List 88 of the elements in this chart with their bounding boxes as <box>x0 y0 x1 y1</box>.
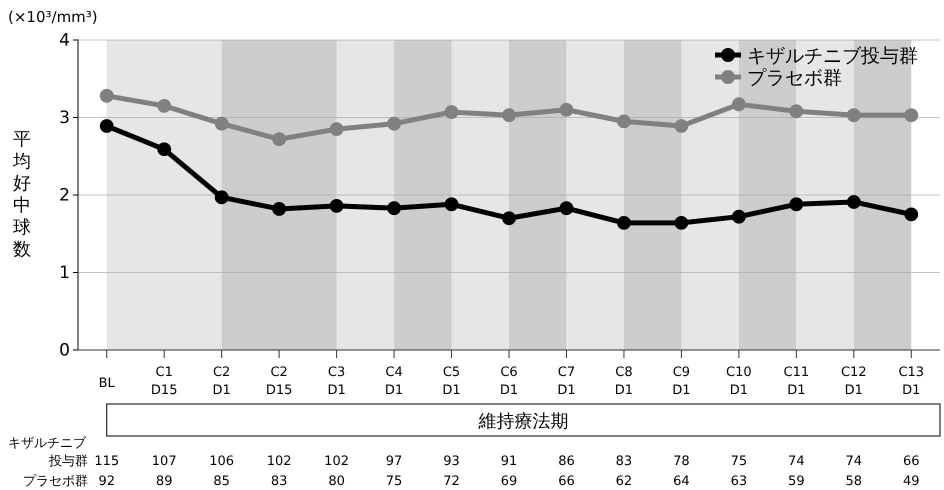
point <box>214 190 229 204</box>
legend-label: キザルチニブ投与群 <box>747 45 918 67</box>
text: 75 <box>386 474 402 489</box>
text: 91 <box>500 454 518 469</box>
point <box>444 105 458 119</box>
x-tick-label: C3 D1 <box>327 365 346 398</box>
y-tick-label: 0 <box>59 340 70 360</box>
text: 102 <box>324 454 350 469</box>
text: 74 <box>846 454 862 469</box>
x-tick-label: C9 D1 <box>672 365 691 398</box>
y-tick-label: 4 <box>59 30 70 50</box>
point <box>846 108 861 122</box>
text: 74 <box>788 454 805 469</box>
text: 66 <box>902 454 920 469</box>
x-tick-label: C8 D1 <box>614 365 634 398</box>
point <box>387 201 401 216</box>
y-tick-label: 3 <box>59 108 70 128</box>
point <box>502 211 516 226</box>
point <box>560 102 574 117</box>
x-tick-label: C12 D1 <box>840 365 867 398</box>
x-tick-label: C7 D1 <box>557 365 576 398</box>
point <box>444 197 458 212</box>
x-tick-label: C5 D1 <box>442 365 461 398</box>
text: 93 <box>443 454 460 469</box>
point <box>560 201 574 216</box>
text: 85 <box>213 474 230 489</box>
text: 80 <box>328 474 345 489</box>
x-tick-label: C2 D1 <box>212 365 231 398</box>
y-tick-label: 1 <box>59 262 70 283</box>
point <box>674 119 688 133</box>
text: 69 <box>500 474 518 489</box>
y-tick-label: 2 <box>59 185 70 206</box>
x-tick-label: C2 D15 <box>266 365 292 398</box>
text: 86 <box>558 454 575 469</box>
text: 92 <box>98 474 116 489</box>
text: 72 <box>443 474 460 489</box>
text: 投与群 <box>48 454 88 469</box>
text: 78 <box>673 454 690 469</box>
point <box>617 114 631 128</box>
text: (×10³/mm³) <box>8 8 98 26</box>
y-axis-title: 平均好中球数 <box>12 129 31 260</box>
text: 83 <box>616 454 632 469</box>
legend-label: プラセボ群 <box>747 67 842 89</box>
text: 66 <box>558 474 575 489</box>
text: 97 <box>386 454 402 469</box>
point <box>617 216 631 230</box>
point <box>214 116 229 131</box>
point <box>272 132 286 146</box>
point <box>387 116 401 131</box>
x-tick-label: C1 D15 <box>150 365 178 398</box>
text: 62 <box>616 474 632 489</box>
text: 107 <box>152 454 177 469</box>
point <box>732 210 746 224</box>
text: 58 <box>846 474 862 489</box>
point <box>330 198 344 213</box>
point <box>846 195 861 209</box>
point <box>789 104 804 118</box>
text: 89 <box>156 474 172 489</box>
x-tick-label: C10 D1 <box>726 365 752 398</box>
x-tick-label: BL <box>98 376 116 391</box>
x-tick-label: C11 D1 <box>784 365 810 398</box>
point <box>502 108 516 122</box>
point <box>272 202 286 216</box>
point <box>674 216 688 230</box>
point <box>100 119 114 133</box>
text: 63 <box>730 474 748 489</box>
text: 64 <box>673 474 690 489</box>
text: 106 <box>209 454 234 469</box>
x-tick-label: C13 D1 <box>898 365 924 398</box>
text: プラセボ群 <box>23 474 88 489</box>
point <box>789 197 804 212</box>
x-tick-label: C6 D1 <box>500 365 518 398</box>
x-tick-label: C4 D1 <box>384 365 404 398</box>
point <box>732 97 746 112</box>
text: 75 <box>730 454 748 469</box>
point <box>330 122 344 136</box>
text: 83 <box>270 474 288 489</box>
text: 115 <box>94 454 120 469</box>
text: 59 <box>788 474 805 489</box>
point <box>100 88 114 103</box>
point <box>157 142 172 156</box>
point <box>904 207 918 222</box>
text: 102 <box>266 454 292 469</box>
point <box>157 98 172 113</box>
text: 維持療法期 <box>477 411 568 432</box>
point <box>904 108 918 122</box>
text: 49 <box>902 474 920 489</box>
text: キザルチニブ <box>8 436 87 451</box>
